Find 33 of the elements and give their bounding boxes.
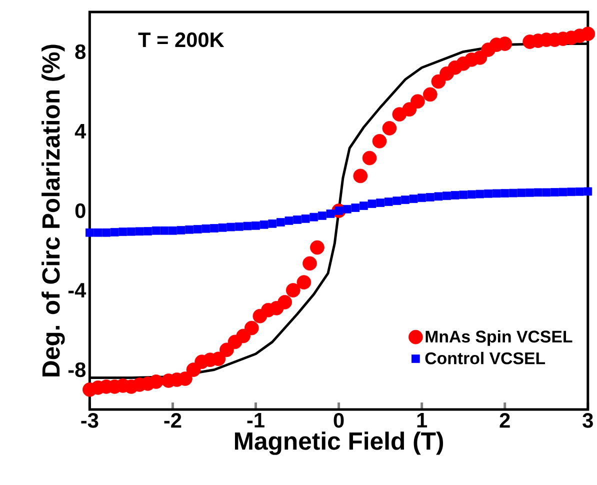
point: [178, 371, 192, 386]
point: [278, 294, 292, 310]
point: [220, 342, 234, 357]
y-tick-label: 8: [75, 44, 86, 59]
x-axis-title: Magnetic Field (T): [234, 432, 444, 455]
y-tick-label: -8: [68, 362, 86, 378]
legend-label: Control VCSEL: [425, 352, 546, 364]
point: [498, 36, 512, 51]
point: [422, 87, 438, 102]
x-tick-label: -2: [164, 412, 182, 428]
x-tick-label: 1: [417, 412, 428, 428]
x-tick-label: 2: [500, 412, 510, 428]
point: [410, 94, 425, 108]
point: [310, 240, 324, 255]
point: [362, 150, 377, 166]
point: [302, 256, 317, 270]
point: [382, 120, 397, 136]
point: [296, 275, 312, 290]
x-tick-label: -3: [81, 412, 98, 428]
x-tick-label: 3: [582, 412, 593, 428]
point: [286, 282, 300, 298]
x-tick-label: -1: [247, 412, 264, 428]
y-tick-label: 0: [75, 203, 86, 218]
point: [244, 320, 259, 336]
point: [148, 374, 164, 389]
y-axis-title: Deg. of Circ Polarization (%): [42, 44, 65, 376]
y-tick-label: -4: [68, 282, 86, 298]
annotation: T = 200K: [138, 32, 224, 48]
x-tick-label: 0: [334, 412, 344, 428]
y-tick-label: 4: [74, 124, 86, 138]
point: [353, 168, 368, 183]
point: [372, 134, 387, 148]
legend-label: MnAs Spin VCSEL: [426, 330, 572, 346]
